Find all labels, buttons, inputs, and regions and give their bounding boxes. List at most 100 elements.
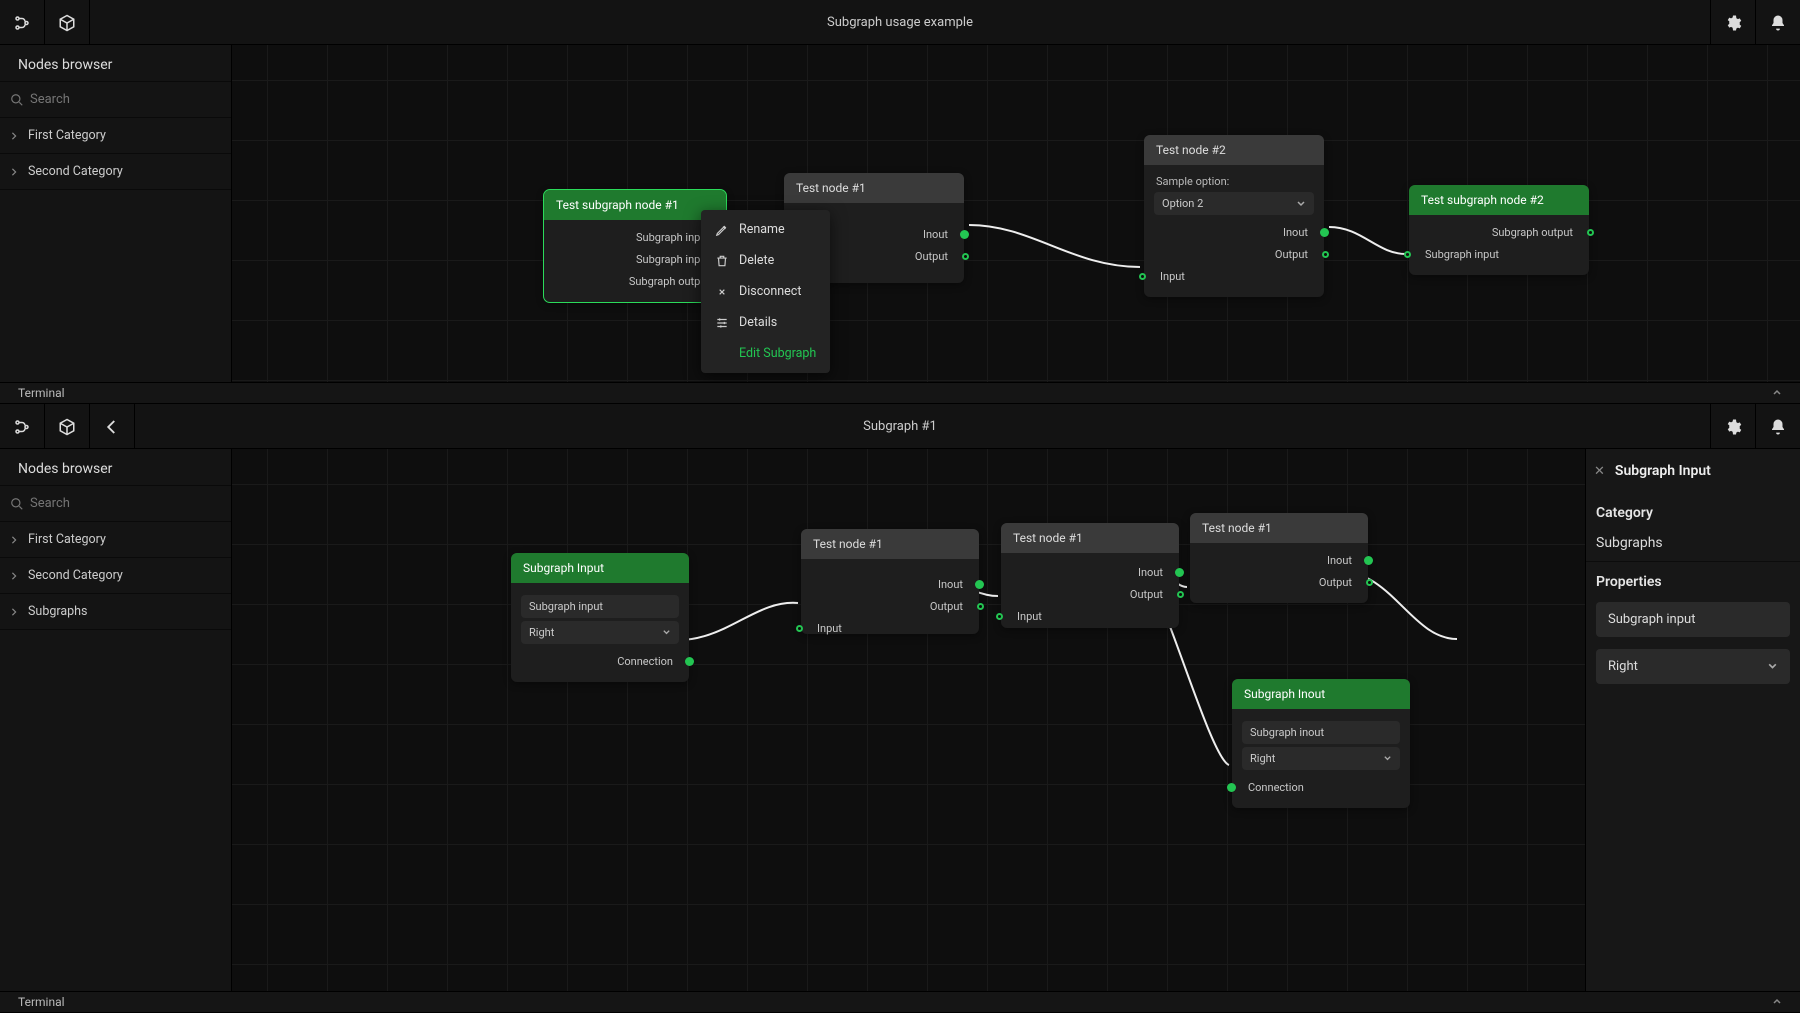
search-box[interactable]: [0, 81, 231, 118]
search-input[interactable]: [24, 88, 221, 111]
node-title: Subgraph Input: [511, 553, 689, 583]
chevron-right-icon: [10, 132, 18, 140]
terminal-bar-bottom[interactable]: Terminal: [0, 991, 1800, 1013]
port[interactable]: Subgraph input: [544, 248, 726, 270]
node-select[interactable]: Right: [1242, 747, 1400, 770]
node-test-b[interactable]: Test node #1 Inout Output Input: [1001, 523, 1179, 628]
chevron-down-icon: [1383, 754, 1392, 763]
cube-icon[interactable]: [45, 404, 90, 449]
port[interactable]: Subgraph input: [1409, 243, 1589, 265]
node-select[interactable]: Right: [521, 621, 679, 644]
port-inout[interactable]: Inout: [801, 573, 979, 595]
port-connection[interactable]: Connection: [511, 650, 689, 672]
option-select[interactable]: Option 2: [1154, 192, 1314, 215]
properties-title: Subgraph Input: [1615, 463, 1711, 479]
properties-category-value: Subgraphs: [1586, 525, 1800, 562]
sidebar-title: Nodes browser: [0, 449, 231, 485]
port-output[interactable]: Output: [1190, 571, 1368, 593]
terminal-label: Terminal: [18, 995, 65, 1009]
category-label: Subgraphs: [28, 604, 88, 619]
ctx-edit-subgraph[interactable]: Edit Subgraph: [701, 338, 830, 369]
topbar-bottom: Subgraph #1: [0, 404, 1800, 449]
node-subgraph-2[interactable]: Test subgraph node #2 Subgraph output Su…: [1409, 185, 1589, 275]
node-subgraph-inout[interactable]: Subgraph Inout Subgraph inout Right Conn…: [1232, 679, 1410, 808]
category-label: Second Category: [28, 568, 123, 583]
ctx-disconnect[interactable]: Disconnect: [701, 276, 830, 307]
port[interactable]: Subgraph output: [1409, 221, 1589, 243]
node-title: Subgraph Inout: [1232, 679, 1410, 709]
node-field[interactable]: Subgraph inout: [1242, 721, 1400, 744]
chevron-down-icon: [1767, 661, 1778, 672]
node-field[interactable]: Subgraph input: [521, 595, 679, 618]
node-test-c[interactable]: Test node #1 Inout Output: [1190, 513, 1368, 603]
properties-select[interactable]: Right: [1596, 649, 1790, 684]
graph-canvas-bottom[interactable]: Subgraph Input Subgraph input Right Conn…: [232, 449, 1585, 991]
port-input[interactable]: Input: [1144, 265, 1324, 287]
terminal-label: Terminal: [18, 386, 65, 400]
node-test-2[interactable]: Test node #2 Sample option: Option 2 Ino…: [1144, 135, 1324, 297]
sidebar-title: Nodes browser: [0, 45, 231, 81]
page-title-top: Subgraph usage example: [827, 15, 973, 30]
bell-icon[interactable]: [1755, 0, 1800, 45]
ctx-delete[interactable]: Delete: [701, 245, 830, 276]
close-icon[interactable]: ✕: [1594, 464, 1605, 479]
port-output[interactable]: Output: [801, 595, 979, 617]
port-inout[interactable]: Inout: [1001, 561, 1179, 583]
context-menu: Rename Delete Disconnect Details Edit Su…: [701, 210, 830, 373]
terminal-bar-top[interactable]: Terminal: [0, 382, 1800, 404]
port[interactable]: Subgraph input: [544, 226, 726, 248]
properties-section-label: Category: [1586, 493, 1800, 525]
topbar-top: Subgraph usage example: [0, 0, 1800, 45]
bell-icon[interactable]: [1755, 404, 1800, 449]
port-connection[interactable]: Connection: [1232, 776, 1410, 798]
port-inout[interactable]: Inout: [1190, 549, 1368, 571]
category-item[interactable]: Second Category: [0, 154, 231, 190]
sidebar-bottom: Nodes browser First Category Second Cate…: [0, 449, 232, 991]
chevron-up-icon: [1772, 386, 1782, 400]
properties-panel: ✕ Subgraph Input Category Subgraphs Prop…: [1585, 449, 1800, 991]
search-input[interactable]: [24, 492, 221, 515]
option-label: Sample option:: [1144, 171, 1324, 190]
node-title: Test node #2: [1144, 135, 1324, 165]
branch-icon[interactable]: [0, 404, 45, 449]
port[interactable]: Subgraph output: [544, 270, 726, 292]
gear-icon[interactable]: [1710, 404, 1755, 449]
chevron-right-icon: [10, 572, 18, 580]
ctx-details[interactable]: Details: [701, 307, 830, 338]
port-output[interactable]: Output: [1144, 243, 1324, 265]
node-subgraph-input[interactable]: Subgraph Input Subgraph input Right Conn…: [511, 553, 689, 682]
chevron-down-icon: [662, 628, 671, 637]
trash-icon: [715, 254, 729, 268]
node-title: Test node #1: [1190, 513, 1368, 543]
node-subgraph-1[interactable]: Test subgraph node #1 Subgraph input Sub…: [544, 190, 726, 302]
category-item[interactable]: Subgraphs: [0, 594, 231, 630]
category-item[interactable]: Second Category: [0, 558, 231, 594]
properties-section-label: Properties: [1586, 562, 1800, 594]
category-item[interactable]: First Category: [0, 118, 231, 154]
sidebar-top: Nodes browser First Category Second Cate…: [0, 45, 232, 382]
chevron-up-icon: [1772, 995, 1782, 1009]
category-label: First Category: [28, 532, 106, 547]
graph-canvas-top[interactable]: Test subgraph node #1 Subgraph input Sub…: [232, 45, 1800, 382]
node-test-a[interactable]: Test node #1 Inout Output Input: [801, 529, 979, 634]
port-output[interactable]: Output: [1001, 583, 1179, 605]
sliders-icon: [715, 316, 729, 330]
port-input[interactable]: Input: [1001, 605, 1179, 627]
cube-icon[interactable]: [45, 0, 90, 45]
category-label: First Category: [28, 128, 106, 143]
node-title: Test node #1: [801, 529, 979, 559]
port-input[interactable]: Input: [801, 617, 979, 639]
back-icon[interactable]: [90, 404, 135, 449]
properties-field[interactable]: Subgraph input: [1596, 602, 1790, 637]
chevron-down-icon: [1296, 199, 1306, 209]
port-inout[interactable]: Inout: [1144, 221, 1324, 243]
pencil-icon: [715, 223, 729, 237]
disconnect-icon: [715, 285, 729, 299]
ctx-rename[interactable]: Rename: [701, 214, 830, 245]
category-item[interactable]: First Category: [0, 522, 231, 558]
search-box[interactable]: [0, 485, 231, 522]
gear-icon[interactable]: [1710, 0, 1755, 45]
branch-icon[interactable]: [0, 0, 45, 45]
chevron-right-icon: [10, 536, 18, 544]
search-icon: [10, 93, 24, 107]
